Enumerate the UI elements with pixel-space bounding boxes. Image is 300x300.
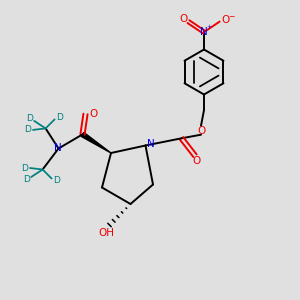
Text: N: N [147, 139, 154, 149]
Text: D: D [25, 125, 31, 134]
Text: O: O [89, 109, 97, 119]
Text: D: D [26, 114, 32, 123]
Text: D: D [22, 164, 28, 172]
Text: D: D [53, 176, 60, 185]
Text: D: D [56, 112, 63, 122]
Text: −: − [228, 12, 235, 21]
Text: O: O [221, 15, 229, 25]
Text: O: O [197, 125, 205, 136]
Text: D: D [23, 175, 29, 184]
Text: O: O [179, 14, 188, 25]
Text: N: N [54, 143, 62, 153]
Text: +: + [206, 24, 211, 28]
Text: OH: OH [98, 228, 115, 239]
Text: N: N [200, 27, 208, 37]
Polygon shape [81, 132, 111, 153]
Text: O: O [192, 156, 201, 166]
